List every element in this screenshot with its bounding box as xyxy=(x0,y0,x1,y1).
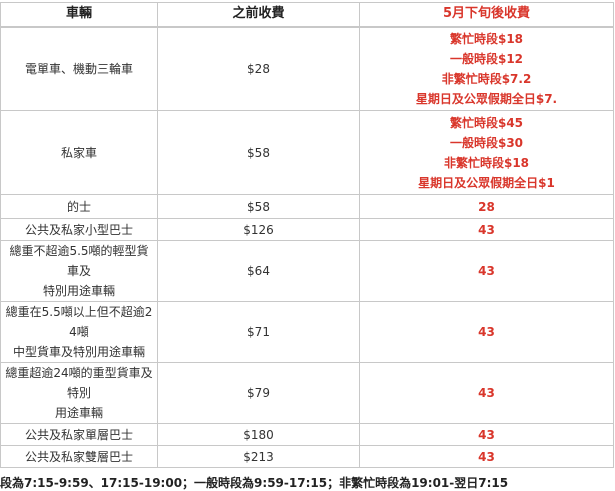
before-fee-cell: $180 xyxy=(157,423,360,446)
vehicle-cell-text: 公共及私家單層巴士 xyxy=(24,427,133,442)
vehicle-cell-text: 私家車 xyxy=(60,145,97,160)
vehicle-cell-text: 用途車輛 xyxy=(54,406,103,420)
after-fee-cell-text: 28 xyxy=(478,199,495,214)
table-row: 公共及私家小型巴士 $126 43 xyxy=(0,218,614,241)
vehicle-cell-text: 總重不超逾5.5噸的輕型貨車及 xyxy=(9,244,149,278)
after-fee-cell: 43 xyxy=(359,362,614,424)
after-fee-cell-text: 43 xyxy=(478,386,495,400)
before-fee-cell: $58 xyxy=(157,194,360,219)
after-fee-cell-text: 一般時段$12 xyxy=(449,51,524,66)
header-row: 車輛 之前收費 5月下旬後收費 xyxy=(0,2,614,28)
after-fee-cell: 繁忙時段$18 一般時段$12 非繁忙時段$7.2 星期日及公眾假期全日$7. xyxy=(359,26,614,111)
after-fee-cell-text: 繁忙時段$45 xyxy=(449,115,524,130)
time-period-note: 段為7:15-9:59、17:15-19:00；一般時段為9:59-17:15；… xyxy=(0,476,509,490)
after-fee-cell-text: 非繁忙時段$18 xyxy=(443,155,530,170)
vehicle-cell-text: 電單車、機動三輪車 xyxy=(24,61,133,76)
before-fee-cell: $213 xyxy=(157,445,360,468)
vehicle-cell: 總重不超逾5.5噸的輕型貨車及特別用途車輛 xyxy=(0,240,158,302)
header-after: 5月下旬後收費 xyxy=(359,2,614,28)
table-row: 電單車、機動三輪車 $28 繁忙時段$18 一般時段$12 非繁忙時段$7.2 星期日及公… xyxy=(0,26,614,111)
table-row: 總重超逾24噸的重型貨車及特別 用途車輛 $79 43 xyxy=(0,362,614,424)
vehicle-cell-text: 特別用途車輛 xyxy=(42,284,115,298)
after-fee-cell-text: 星期日及公眾假期全日$7. xyxy=(415,91,558,106)
header-vehicle: 車輛 xyxy=(0,2,158,28)
vehicle-cell-text: 公共及私家雙層巴士 xyxy=(24,449,133,464)
after-fee-cell-text: 43 xyxy=(478,325,495,339)
after-fee-cell: 43 xyxy=(359,218,614,241)
before-fee-cell: $58 xyxy=(157,110,360,195)
after-fee-cell: 43 xyxy=(359,423,614,446)
after-fee-cell: 43 xyxy=(359,240,614,302)
after-fee-cell-text: 43 xyxy=(478,222,495,237)
table-row: 私家車 $58 繁忙時段$45 一般時段$30 非繁忙時段$18 星期日及公眾假期全日$1 xyxy=(0,110,614,195)
vehicle-cell: 總重超逾24噸的重型貨車及特別用途車輛 xyxy=(0,362,158,424)
before-fee-cell: $64 xyxy=(157,240,360,302)
toll-table: 車輛 之前收費 5月下旬後收費 電單車、機動三輪車 $28 繁忙時段$18 一般時段$… xyxy=(0,2,614,468)
after-fee-cell-text: 星期日及公眾假期全日$1 xyxy=(418,175,555,190)
vehicle-cell-text: 的士 xyxy=(66,199,91,214)
vehicle-cell: 私家車 xyxy=(0,110,158,195)
after-fee-cell-text: 一般時段$30 xyxy=(449,135,524,150)
after-fee-cell: 28 xyxy=(359,194,614,219)
after-fee-cell: 43 xyxy=(359,445,614,468)
before-fee-cell: $28 xyxy=(157,26,360,111)
after-fee-cell-text: 43 xyxy=(478,264,495,278)
after-fee-cell-text: 非繁忙時段$7.2 xyxy=(441,71,532,86)
before-fee-cell: $79 xyxy=(157,362,360,424)
vehicle-cell: 公共及私家雙層巴士 xyxy=(0,445,158,468)
after-fee-cell-text: 繁忙時段$18 xyxy=(449,31,524,46)
vehicle-cell: 電單車、機動三輪車 xyxy=(0,26,158,111)
table-row: 公共及私家雙層巴士 $213 43 xyxy=(0,445,614,468)
vehicle-cell: 公共及私家單層巴士 xyxy=(0,423,158,446)
table-row: 公共及私家單層巴士 $180 43 xyxy=(0,423,614,446)
vehicle-cell-text: 中型貨車及特別用途車輛 xyxy=(12,345,145,359)
vehicle-cell-text: 總重超逾24噸的重型貨車及特別 xyxy=(5,366,153,400)
after-fee-cell-text: 43 xyxy=(478,449,495,464)
table-row: 總重在5.5噸以上但不超逾24噸 中型貨車及特別用途車輛 $71 43 xyxy=(0,301,614,363)
vehicle-cell: 公共及私家小型巴士 xyxy=(0,218,158,241)
before-fee-cell: $71 xyxy=(157,301,360,363)
table-row: 的士 $58 28 xyxy=(0,194,614,219)
table-row: 總重不超逾5.5噸的輕型貨車及 特別用途車輛 $64 43 xyxy=(0,240,614,302)
after-fee-cell: 繁忙時段$45 一般時段$30 非繁忙時段$18 星期日及公眾假期全日$1 xyxy=(359,110,614,195)
header-before: 之前收費 xyxy=(157,2,360,28)
vehicle-cell-text: 總重在5.5噸以上但不超逾24噸 xyxy=(5,305,153,339)
vehicle-cell-text: 公共及私家小型巴士 xyxy=(24,222,133,237)
after-fee-cell: 43 xyxy=(359,301,614,363)
before-fee-cell: $126 xyxy=(157,218,360,241)
vehicle-cell: 總重在5.5噸以上但不超逾24噸中型貨車及特別用途車輛 xyxy=(0,301,158,363)
after-fee-cell-text: 43 xyxy=(478,427,495,442)
vehicle-cell: 的士 xyxy=(0,194,158,219)
